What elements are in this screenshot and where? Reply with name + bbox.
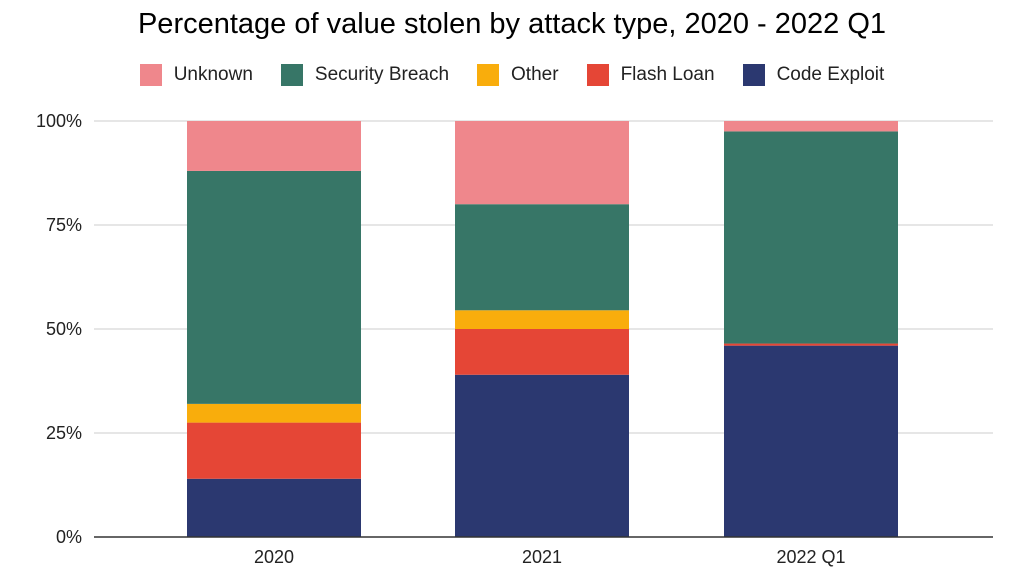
bar-segment	[455, 204, 629, 311]
legend-label: Other	[511, 64, 559, 85]
legend-swatch	[742, 64, 765, 86]
bar-segment	[187, 422, 361, 479]
legend-label: Code Exploit	[776, 64, 885, 85]
legend-swatch	[477, 64, 500, 86]
bar-segment	[455, 310, 629, 329]
legend-entry: Unknown	[139, 64, 253, 86]
bar-segment	[724, 345, 898, 537]
x-tick-label: 2021	[522, 547, 562, 567]
y-tick-label: 100%	[36, 111, 82, 131]
legend-label: Flash Loan	[620, 64, 715, 85]
legend: Unknown Security Breach Other Flash Loan Cod…	[0, 60, 1024, 90]
bar-segment	[455, 374, 629, 537]
x-tick-label: 2020	[254, 547, 294, 567]
legend-label: Unknown	[173, 64, 253, 85]
bar-segment	[187, 403, 361, 423]
legend-swatch	[586, 64, 609, 86]
y-tick-label: 75%	[46, 215, 82, 235]
legend-swatch	[139, 64, 162, 86]
y-tick-label: 0%	[56, 527, 82, 547]
bar-segment	[455, 329, 629, 375]
x-tick-label: 2022 Q1	[776, 547, 845, 567]
bar-segment	[455, 121, 629, 205]
legend-entry: Flash Loan	[586, 64, 715, 86]
bar-segment	[187, 170, 361, 404]
y-tick-label: 25%	[46, 423, 82, 443]
legend-swatch	[280, 64, 303, 86]
bar-segment	[724, 343, 898, 346]
bar-segment	[724, 121, 898, 132]
legend-entry: Code Exploit	[742, 64, 885, 86]
bar-segment	[187, 121, 361, 171]
legend-entry: Other	[477, 64, 559, 86]
legend-entry: Security Breach	[280, 64, 450, 86]
chart-title: Percentage of value stolen by attack typ…	[137, 8, 887, 40]
bar-segment	[187, 478, 361, 537]
y-tick-label: 50%	[46, 319, 82, 339]
bar-segment	[724, 131, 898, 344]
legend-label: Security Breach	[314, 64, 450, 85]
